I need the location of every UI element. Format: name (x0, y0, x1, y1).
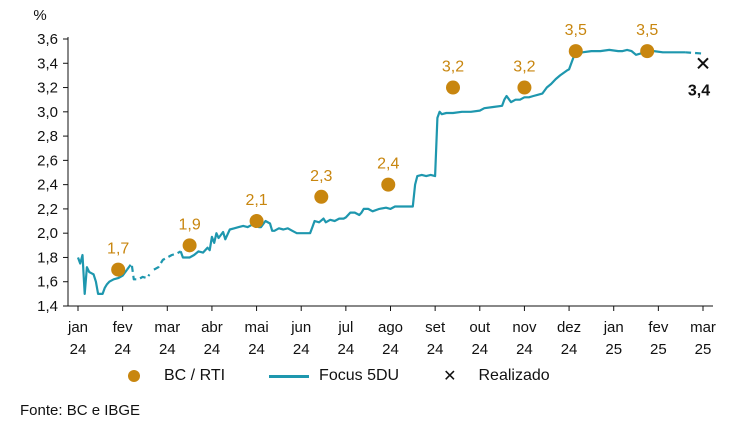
legend-label-bc-rti: BC / RTI (164, 367, 226, 384)
bc-rti-data-label-8: 3,5 (636, 22, 658, 39)
legend-label-realizado: Realizado (478, 367, 550, 384)
legend-item-bc-rti: BC / RTI (128, 367, 225, 385)
legend-item-focus: Focus 5DU (269, 367, 399, 385)
y-tick-label: 2,6 (37, 152, 58, 169)
legend-item-realizado: ✕ Realizado (443, 366, 550, 386)
x-tick-label-month: nov (512, 319, 537, 336)
legend-line-icon (269, 374, 310, 378)
legend-dot-icon (128, 370, 140, 382)
focus-line-segment-3 (179, 48, 686, 259)
x-tick-label-month: jan (603, 319, 624, 336)
bc-rti-point-0 (111, 262, 126, 277)
x-tick-label-year: 24 (561, 341, 578, 358)
y-tick-label: 2,4 (37, 177, 58, 194)
x-tick-label-month: set (425, 319, 446, 336)
bc-rti-data-label-2: 2,1 (245, 192, 267, 209)
bc-rti-point-3 (314, 189, 329, 204)
bc-rti-data-label-6: 3,2 (513, 59, 535, 76)
x-tick-label-year: 24 (204, 341, 221, 358)
realizado-marker-0 (697, 57, 709, 69)
bc-rti-point-6 (517, 80, 532, 95)
bc-rti-data-label-5: 3,2 (442, 59, 464, 76)
legend: BC / RTI Focus 5DU ✕ Realizado (128, 364, 594, 388)
x-tick-label-year: 24 (70, 341, 87, 358)
x-tick-label-month: mai (244, 319, 268, 336)
y-tick-label: 1,4 (37, 298, 58, 315)
focus-line-segment-4 (685, 51, 704, 55)
bc-rti-point-7 (568, 44, 583, 59)
y-tick-label: 2,0 (37, 225, 58, 242)
x-tick-label-month: fev (648, 319, 669, 336)
x-tick-label-year: 24 (114, 341, 131, 358)
x-tick-label-year: 24 (338, 341, 355, 358)
realizado-data-label-0: 3,4 (688, 82, 710, 99)
bc-rti-data-label-7: 3,5 (565, 22, 587, 39)
x-tick-label-year: 24 (159, 341, 176, 358)
focus-line-segment-2 (153, 250, 182, 271)
y-tick-label: 2,2 (37, 201, 58, 218)
bc-rti-point-2 (249, 214, 264, 229)
x-tick-label-year: 25 (650, 341, 667, 358)
x-tick-label-year: 24 (293, 341, 310, 358)
x-tick-label-month: fev (113, 319, 134, 336)
bc-rti-data-label-1: 1,9 (178, 216, 200, 233)
x-tick-label-month: jul (337, 319, 353, 336)
y-tick-label: 3,6 (37, 31, 58, 48)
y-axis-label: % (33, 7, 46, 24)
focus-line-segment-0 (76, 253, 128, 295)
bc-rti-data-label-0: 1,7 (107, 241, 129, 258)
bc-rti-point-8 (640, 44, 655, 59)
plot-area: % 1,4 1,6 1,8 2,0 2,2 2,4 2,6 2,8 3,0 3,2 3,4 3,6 jan… (33, 7, 716, 358)
x-tick-label-year: 24 (382, 341, 399, 358)
x-tick-label-month: jun (290, 319, 311, 336)
x-tick-label-month: abr (201, 319, 223, 336)
x-tick-label-year: 25 (605, 341, 622, 358)
bc-rti-point-4 (381, 177, 396, 192)
y-tick-label: 2,8 (37, 128, 58, 145)
bc-rti-point-1 (182, 238, 197, 253)
legend-x-icon: ✕ (443, 368, 457, 385)
focus-line-segment-1 (126, 262, 151, 281)
x-tick-label-month: out (469, 319, 491, 336)
x-tick-label-month: mar (690, 319, 716, 336)
bc-rti-point-5 (446, 80, 460, 95)
legend-label-focus: Focus 5DU (319, 367, 400, 384)
y-tick-label: 1,8 (37, 249, 58, 266)
x-tick-label-month: ago (378, 319, 403, 336)
y-tick-label: 3,2 (37, 80, 58, 97)
source-note: Fonte: BC e IBGE (20, 402, 141, 419)
bc-rti-data-label-3: 2,3 (310, 168, 332, 185)
y-tick-label: 3,4 (37, 55, 58, 72)
x-tick-label-year: 24 (248, 341, 265, 358)
y-tick-label: 1,6 (37, 274, 58, 291)
x-tick-label-year: 25 (695, 341, 712, 358)
x-tick-label-year: 24 (427, 341, 444, 358)
x-tick-label-month: dez (557, 319, 581, 336)
x-tick-label-month: mar (154, 319, 180, 336)
y-tick-label: 3,0 (37, 104, 58, 121)
x-tick-label-month: jan (67, 319, 88, 336)
x-tick-label-year: 24 (471, 341, 488, 358)
x-tick-label-year: 24 (516, 341, 533, 358)
bc-rti-data-label-4: 2,4 (377, 156, 399, 173)
